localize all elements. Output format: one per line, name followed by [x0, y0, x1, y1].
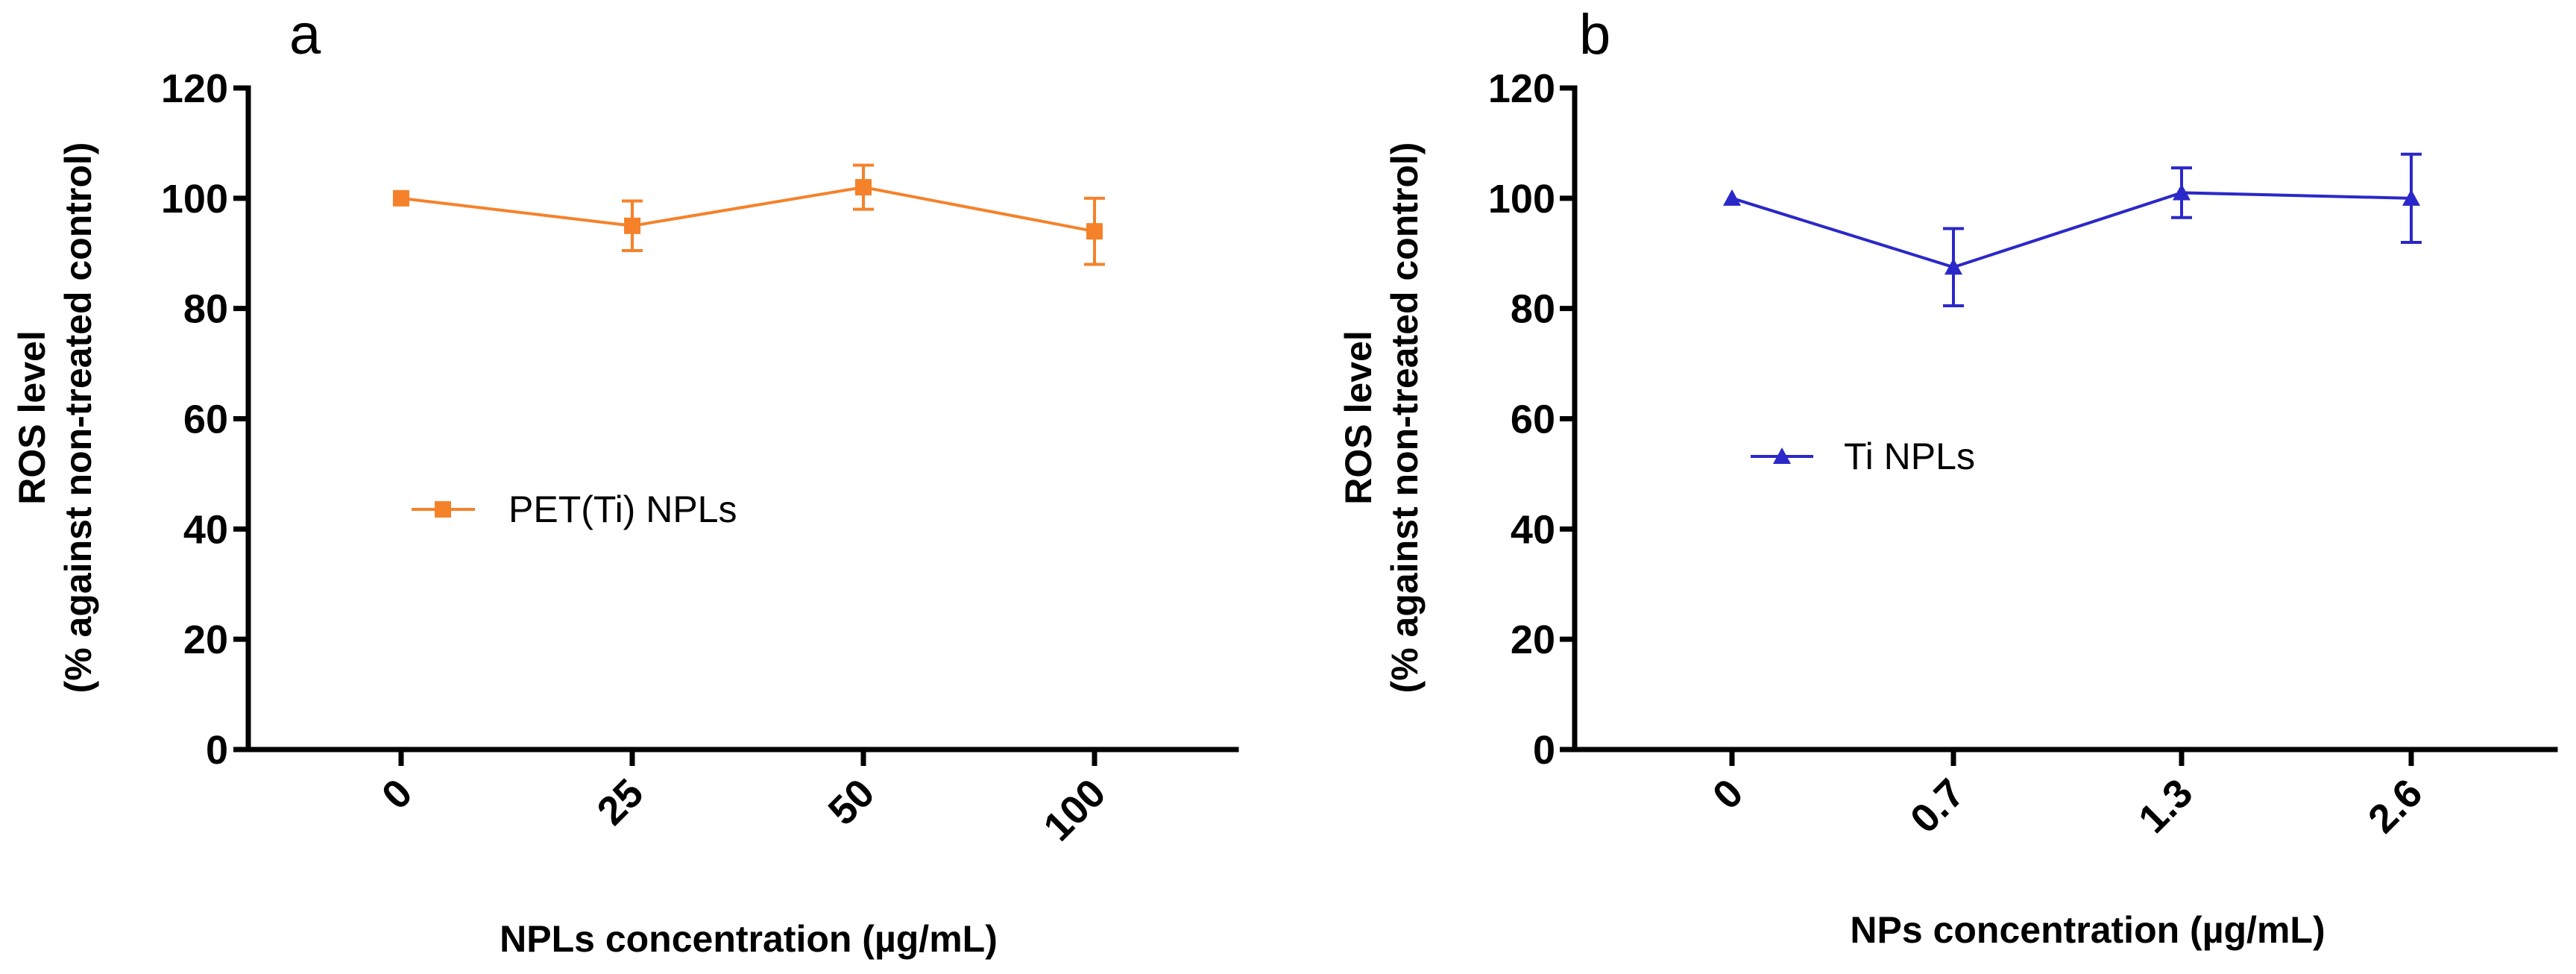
y-axis-title-line2-b: (% against non-treated control) [1384, 142, 1426, 694]
y-tick-label-a: 80 [183, 287, 228, 332]
x-tick-label-a: 25 [589, 770, 652, 834]
legend-b: Ti NPLs [1751, 436, 1975, 477]
data-point-a [855, 179, 872, 196]
y-tick-label-a: 0 [206, 728, 228, 773]
legend-marker-b [1773, 447, 1791, 464]
data-point-b [1723, 189, 1741, 206]
y-tick-label-a: 20 [183, 618, 228, 662]
legend-label-b: Ti NPLs [1844, 436, 1975, 477]
data-point-b [2173, 183, 2191, 201]
y-axis-title-a: ROS level (% against non-treated control… [11, 142, 99, 694]
panel-label-a: a [289, 3, 321, 66]
data-point-a [624, 217, 640, 234]
legend-marker-a [435, 501, 451, 518]
y-tick-label-b: 20 [1511, 618, 1555, 662]
chart-panel-b: b ROS level (% against non-treated contr… [1338, 3, 2558, 951]
y-tick-label-b: 60 [1511, 398, 1555, 442]
y-axis-title-line1-b: ROS level [1338, 330, 1379, 504]
series-line-a [400, 186, 1095, 233]
y-tick-label-b: 40 [1511, 507, 1555, 552]
chart-panel-a: a ROS level (% against non-treated contr… [11, 3, 1239, 960]
x-axis-title-a: NPLs concentration (µg/mL) [500, 918, 998, 960]
data-point-a [1086, 223, 1103, 240]
x-tick-label-a: 0 [374, 770, 421, 818]
x-tick-label-b: 1.3 [2130, 770, 2202, 842]
x-tick-label-b: 2.6 [2360, 770, 2431, 842]
y-tick-label-a: 60 [183, 398, 228, 442]
y-tick-label-a: 40 [183, 507, 228, 552]
series-line-b [1731, 191, 2412, 269]
y-axis-title-line2-a: (% against non-treated control) [57, 142, 99, 694]
x-tick-label-b: 0 [1704, 770, 1752, 818]
y-tick-label-b: 0 [1533, 728, 1555, 773]
data-point-a [393, 189, 409, 207]
y-axis-title-line1-a: ROS level [11, 330, 53, 504]
x-tick-label-a: 50 [820, 770, 884, 834]
y-tick-label-b: 100 [1488, 177, 1555, 221]
x-axis-title-b: NPs concentration (µg/mL) [1850, 909, 2325, 951]
x-tick-label-b: 0.7 [1902, 770, 1974, 842]
y-tick-label-a: 100 [161, 177, 228, 221]
legend-a: PET(Ti) NPLs [412, 488, 737, 530]
data-point-b [2402, 189, 2420, 206]
y-tick-label-b: 80 [1511, 287, 1555, 332]
y-tick-label-b: 120 [1488, 66, 1555, 111]
y-tick-label-a: 120 [161, 66, 228, 111]
panel-label-b: b [1579, 3, 1610, 66]
y-axis-title-b: ROS level (% against non-treated control… [1338, 142, 1426, 694]
x-tick-label-a: 100 [1035, 770, 1114, 849]
data-point-b [1944, 258, 1962, 275]
legend-label-a: PET(Ti) NPLs [508, 488, 737, 530]
